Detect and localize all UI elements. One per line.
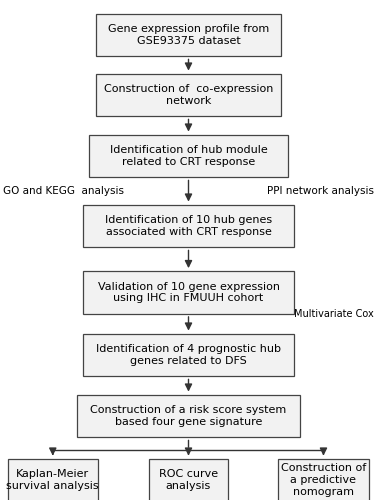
- FancyBboxPatch shape: [83, 205, 294, 247]
- FancyBboxPatch shape: [8, 459, 98, 500]
- Text: ROC curve
analysis: ROC curve analysis: [159, 469, 218, 491]
- Text: Validation of 10 gene expression
using IHC in FMUUH cohort: Validation of 10 gene expression using I…: [98, 282, 279, 304]
- Text: Identification of 4 prognostic hub
genes related to DFS: Identification of 4 prognostic hub genes…: [96, 344, 281, 366]
- Text: Kaplan-Meier
survival analysis: Kaplan-Meier survival analysis: [6, 469, 99, 491]
- FancyBboxPatch shape: [77, 395, 300, 437]
- FancyBboxPatch shape: [96, 14, 281, 56]
- Text: Construction of
a predictive
nomogram: Construction of a predictive nomogram: [281, 464, 366, 496]
- Text: PPI network analysis: PPI network analysis: [267, 186, 374, 196]
- FancyBboxPatch shape: [83, 334, 294, 376]
- Text: Identification of 10 hub genes
associated with CRT response: Identification of 10 hub genes associate…: [105, 215, 272, 237]
- Text: GO and KEGG  analysis: GO and KEGG analysis: [3, 186, 124, 196]
- Text: Construction of a risk score system
based four gene signature: Construction of a risk score system base…: [90, 405, 287, 427]
- Text: Multivariate Cox regression analysis: Multivariate Cox regression analysis: [294, 309, 377, 319]
- FancyBboxPatch shape: [96, 74, 281, 116]
- Text: Gene expression profile from
GSE93375 dataset: Gene expression profile from GSE93375 da…: [108, 24, 269, 46]
- Text: Construction of  co-expression
network: Construction of co-expression network: [104, 84, 273, 106]
- FancyBboxPatch shape: [278, 459, 369, 500]
- FancyBboxPatch shape: [83, 271, 294, 314]
- FancyBboxPatch shape: [149, 459, 228, 500]
- Text: Identification of hub module
related to CRT response: Identification of hub module related to …: [110, 145, 267, 167]
- FancyBboxPatch shape: [89, 135, 288, 178]
